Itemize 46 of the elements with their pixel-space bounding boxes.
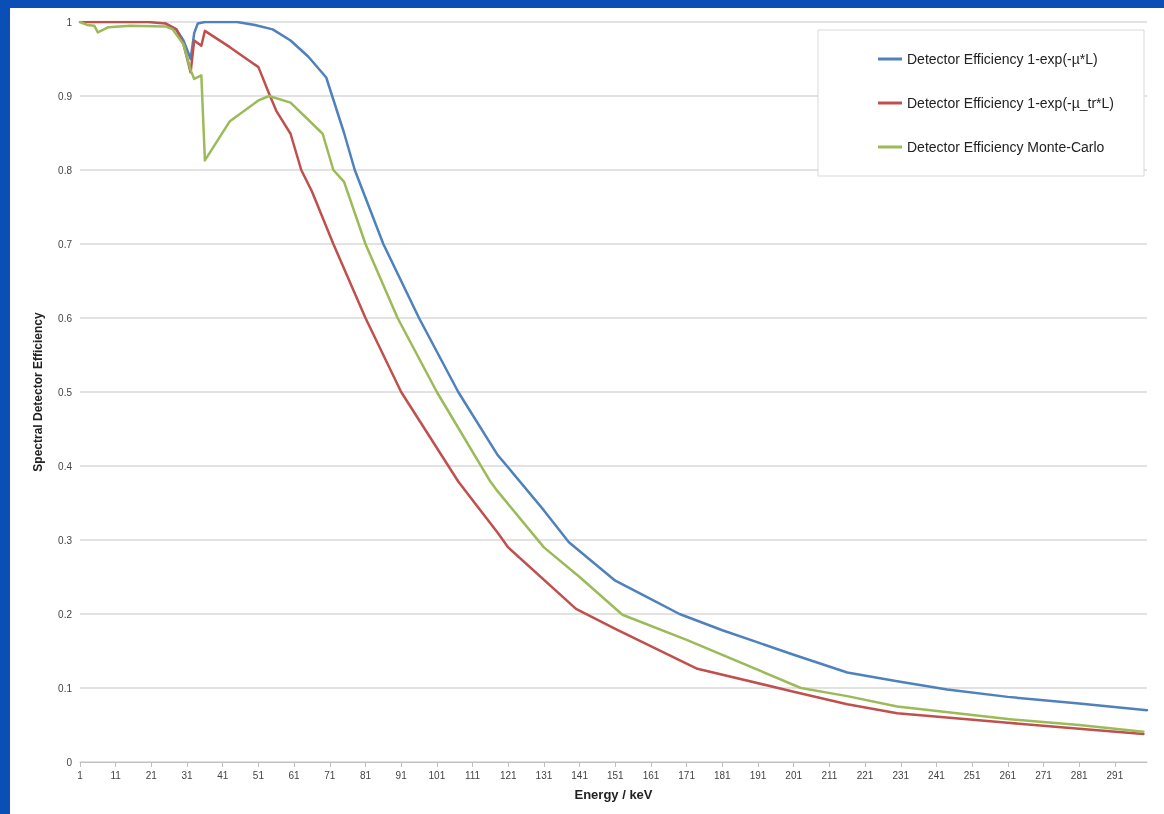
x-tick-label: 271 — [1035, 769, 1053, 781]
x-tick-label: 91 — [395, 769, 408, 781]
x-tick-label: 81 — [359, 769, 372, 781]
x-tick-label: 21 — [145, 769, 158, 781]
x-tick-label: 11 — [110, 769, 122, 781]
x-tick-label: 211 — [821, 769, 838, 781]
y-tick-label: 0.2 — [58, 608, 73, 620]
x-tick-label: 291 — [1106, 769, 1124, 781]
x-tick-label: 61 — [288, 769, 301, 781]
x-tick-label: 151 — [606, 769, 625, 781]
x-axis-title: Energy / keV — [574, 787, 653, 802]
x-tick-label: 241 — [928, 769, 946, 781]
y-tick-label: 0.5 — [58, 386, 73, 398]
legend-label: Detector Efficiency Monte-Carlo — [907, 139, 1105, 155]
x-tick-label: 111 — [464, 769, 481, 781]
x-tick-label: 251 — [963, 769, 981, 781]
y-tick-label: 0.8 — [58, 164, 73, 176]
x-tick-label: 141 — [571, 769, 589, 781]
x-tick-label: 121 — [499, 769, 518, 781]
y-tick-label: 0.9 — [58, 90, 73, 102]
x-tick-label: 131 — [535, 769, 553, 781]
y-tick-label: 0.7 — [58, 238, 73, 250]
y-tick-label: 0.3 — [58, 534, 73, 546]
x-tick-label: 281 — [1070, 769, 1088, 781]
x-tick-label: 41 — [217, 769, 229, 781]
x-tick-label: 261 — [999, 769, 1017, 781]
x-tick-label: 161 — [642, 769, 660, 781]
legend-label: Detector Efficiency 1-exp(-µ_tr*L) — [907, 95, 1115, 111]
x-tick-label: 31 — [181, 769, 194, 781]
y-tick-label: 0.1 — [58, 682, 73, 694]
y-axis-title: Spectral Detector Efficiency — [31, 311, 45, 472]
legend-label: Detector Efficiency 1-exp(-µ*L) — [907, 51, 1098, 67]
y-tick-label: 0.4 — [58, 460, 73, 472]
y-tick-label: 1 — [66, 16, 73, 28]
x-tick-label: 221 — [856, 769, 874, 781]
x-tick-label: 191 — [749, 769, 767, 781]
x-tick-label: 201 — [785, 769, 803, 781]
x-tick-label: 171 — [678, 769, 696, 781]
x-tick-label: 181 — [714, 769, 732, 781]
x-tick-label: 101 — [428, 769, 446, 781]
x-tick-label: 1 — [77, 769, 84, 781]
x-tick-label: 231 — [892, 769, 910, 781]
y-tick-label: 0 — [66, 756, 73, 768]
y-tick-label: 0.6 — [58, 312, 73, 324]
x-tick-label: 51 — [252, 769, 265, 781]
x-tick-label: 71 — [324, 769, 336, 781]
